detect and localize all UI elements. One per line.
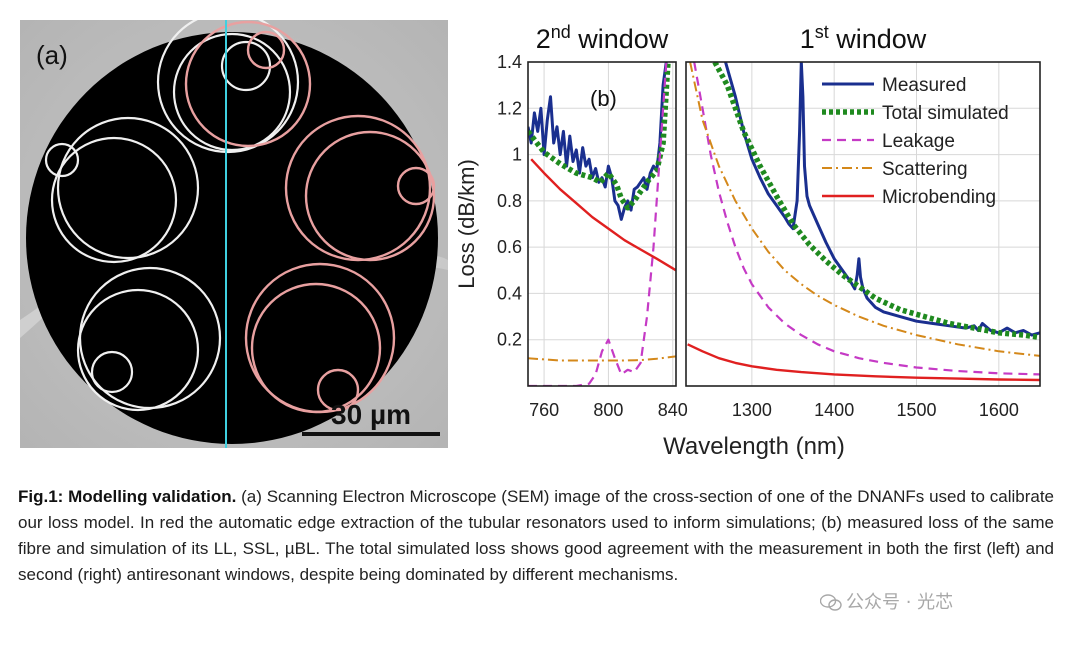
resonator-outer-left-b bbox=[56, 116, 200, 260]
edge-extract-top bbox=[184, 20, 312, 148]
series-line-leakage bbox=[528, 62, 668, 386]
series-line-scattering bbox=[528, 355, 676, 362]
resonator-outer-bottom-left-b bbox=[78, 266, 222, 410]
x-tick-label: 1600 bbox=[979, 400, 1019, 420]
series-group bbox=[528, 62, 676, 386]
y-tick-label: 1.4 bbox=[497, 52, 522, 72]
plot-frame bbox=[527, 61, 677, 387]
y-tick-label: 0.2 bbox=[497, 330, 522, 350]
scale-bar bbox=[302, 432, 440, 436]
x-tick-label: 760 bbox=[529, 400, 559, 420]
series-line-leakage bbox=[693, 62, 1040, 376]
resonator-inner-left bbox=[44, 142, 80, 178]
loss-plots: 760 800 840 0.2 0.4 0.6 0.8 1 1.2 1.4 2nd window (b… bbox=[454, 22, 1041, 460]
series-line-microbending bbox=[687, 343, 1040, 382]
x-tick-label: 1500 bbox=[896, 400, 936, 420]
series-line-measured bbox=[528, 62, 668, 221]
x-tick-label: 800 bbox=[593, 400, 623, 420]
resonator-inner-bottom-left bbox=[90, 350, 134, 394]
watermark-text: 公众号 · 光芯 bbox=[846, 592, 954, 613]
legend-label: Leakage bbox=[882, 131, 955, 152]
wechat-icon bbox=[820, 594, 842, 611]
resonator-inner-top bbox=[220, 40, 272, 92]
y-tick-label: 0.8 bbox=[497, 191, 522, 211]
y-tick-label: 0.6 bbox=[497, 237, 522, 257]
series-group bbox=[687, 62, 1040, 382]
legend-label: Scattering bbox=[882, 159, 968, 180]
y-tick-label: 1 bbox=[512, 145, 522, 165]
legend-label: Total simulated bbox=[882, 103, 1009, 124]
chart-panel-label: (b) bbox=[590, 86, 617, 111]
resonator-outer-top bbox=[172, 32, 292, 152]
series-line-scattering bbox=[689, 62, 1040, 357]
sem-panel-label: (a) bbox=[36, 40, 68, 70]
series-line-total-simulated bbox=[712, 62, 1040, 341]
x-axis-label: Wavelength (nm) bbox=[663, 433, 845, 460]
legend-label: Measured bbox=[882, 75, 967, 96]
resonator-outer-bottom-left bbox=[76, 288, 200, 412]
edge-extract-top-inner bbox=[246, 30, 286, 70]
x-tick-label: 1300 bbox=[732, 400, 772, 420]
chart-title: 1st window bbox=[800, 22, 927, 54]
x-tick-label: 1400 bbox=[814, 400, 854, 420]
series-line-microbending bbox=[530, 158, 676, 272]
y-axis-label: Loss (dB/km) bbox=[454, 159, 479, 289]
x-tick-label: 840 bbox=[658, 400, 688, 420]
y-tick-label: 0.4 bbox=[497, 283, 522, 303]
y-tick-label: 1.2 bbox=[497, 98, 522, 118]
caption-text: (a) Scanning Electron Microscope (SEM) i… bbox=[18, 487, 1054, 584]
resonator-outer-left bbox=[50, 136, 178, 264]
caption-label: Fig.1: Modelling validation. bbox=[18, 487, 237, 506]
resonator-outer-top-b bbox=[156, 20, 300, 154]
series-line-measured bbox=[724, 62, 1040, 337]
plot-frame bbox=[685, 61, 1041, 387]
series-line-total-simulated bbox=[528, 62, 671, 211]
edge-extract-bottom-right-inner bbox=[316, 368, 360, 412]
watermark: 公众号 · 光芯 bbox=[820, 588, 953, 614]
sem-image: (a) 30 µm bbox=[20, 20, 448, 448]
fibre-cross-section bbox=[26, 32, 438, 444]
figure-caption: Fig.1: Modelling validation. (a) Scannin… bbox=[18, 484, 1054, 588]
edge-extract-bottom-right-b bbox=[244, 262, 396, 414]
edge-extract-right-inner bbox=[396, 166, 436, 206]
chart-title: 2nd window bbox=[536, 22, 669, 54]
scale-bar-label: 30 µm bbox=[331, 399, 411, 430]
edge-extract-right-b bbox=[284, 114, 432, 262]
legend-label: Microbending bbox=[882, 187, 996, 208]
